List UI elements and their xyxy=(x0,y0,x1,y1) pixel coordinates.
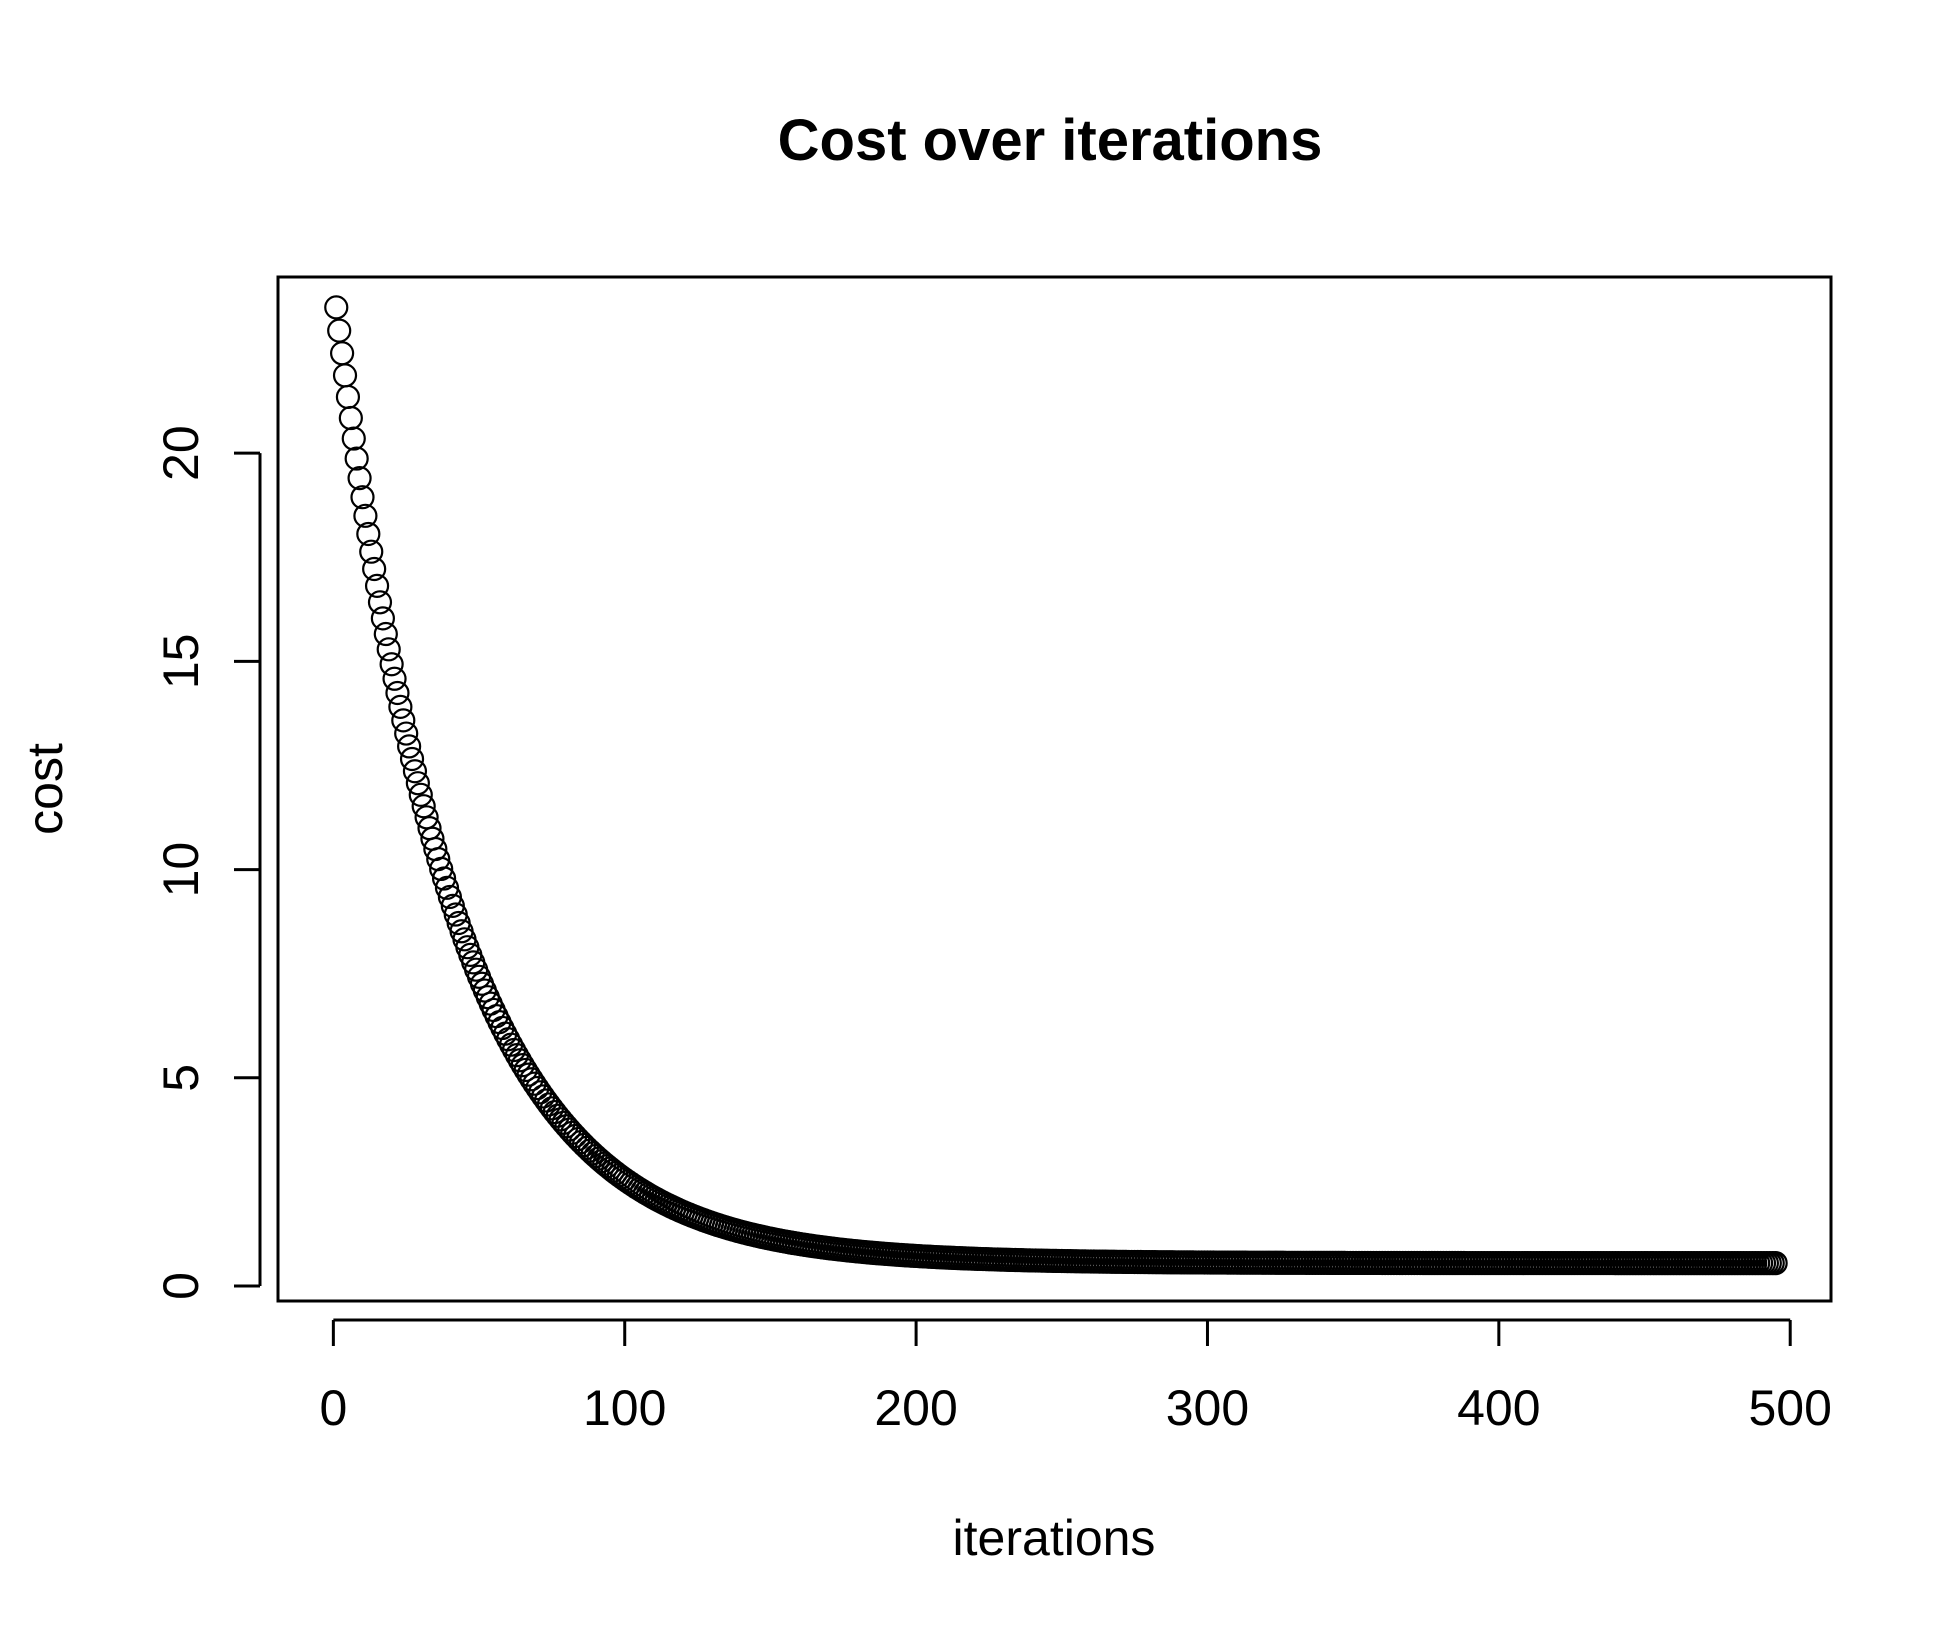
data-point xyxy=(347,466,372,491)
data-point xyxy=(359,539,384,564)
data-point xyxy=(388,694,413,719)
x-tick-label: 100 xyxy=(583,1380,666,1436)
data-point xyxy=(367,590,393,615)
data-point xyxy=(411,794,436,819)
data-point xyxy=(1763,1250,1788,1276)
data-point xyxy=(402,759,428,784)
data-point xyxy=(362,556,387,582)
y-tick-label: 5 xyxy=(153,1064,209,1092)
x-tick-label: 400 xyxy=(1457,1380,1540,1436)
data-point xyxy=(373,621,398,647)
x-tick-label: 200 xyxy=(874,1380,957,1436)
data-point xyxy=(394,721,419,746)
data-point xyxy=(341,426,366,451)
data-point xyxy=(370,606,395,631)
data-point xyxy=(327,318,352,343)
data-point xyxy=(364,573,390,598)
x-tick-label: 0 xyxy=(319,1380,347,1436)
x-tick-label: 300 xyxy=(1166,1380,1249,1436)
data-point xyxy=(431,866,457,891)
data-point xyxy=(525,1075,550,1101)
data-point xyxy=(330,341,355,366)
data-points xyxy=(324,295,1788,1276)
data-point xyxy=(356,521,381,547)
x-tick-label: 500 xyxy=(1748,1380,1831,1436)
y-tick-label: 15 xyxy=(153,634,209,690)
data-point xyxy=(385,680,410,706)
data-point xyxy=(353,503,378,528)
data-point xyxy=(391,708,416,733)
y-tick-label: 10 xyxy=(153,842,209,898)
data-point xyxy=(382,666,407,691)
y-axis: 0 5 10 15 20 xyxy=(153,425,262,1300)
data-point xyxy=(434,875,460,900)
plot-frame xyxy=(276,275,1833,1303)
data-point xyxy=(429,856,454,882)
data-point xyxy=(332,363,358,388)
data-point xyxy=(528,1080,553,1105)
data-point xyxy=(397,734,422,759)
data-point xyxy=(376,637,401,662)
x-axis: 0 100 200 300 400 500 xyxy=(319,1318,1832,1436)
y-axis-label: cost xyxy=(17,743,73,835)
data-point xyxy=(405,771,430,796)
data-point xyxy=(338,405,363,431)
data-point xyxy=(344,446,369,471)
y-tick-label: 0 xyxy=(153,1272,209,1300)
data-point xyxy=(379,652,404,677)
chart-title: Cost over iterations xyxy=(778,108,1323,173)
data-point xyxy=(350,485,375,510)
x-axis-label: iterations xyxy=(953,1510,1156,1566)
data-point xyxy=(324,295,349,320)
y-tick-label: 20 xyxy=(153,425,209,481)
data-point xyxy=(335,384,361,410)
data-point xyxy=(399,746,425,772)
data-point xyxy=(408,782,433,807)
